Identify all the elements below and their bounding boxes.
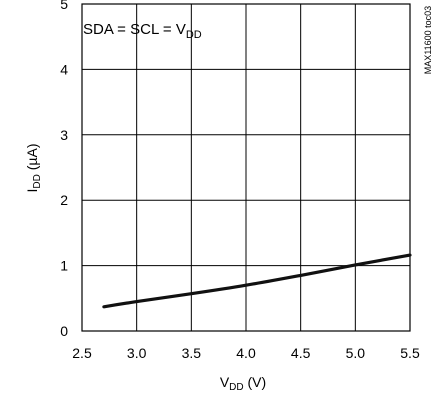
y-tick-label: 5 bbox=[60, 0, 68, 12]
x-tick-label: 4.0 bbox=[236, 345, 256, 361]
x-tick-label: 3.5 bbox=[182, 345, 202, 361]
y-tick-labels: 0 1 2 3 4 5 bbox=[60, 0, 68, 339]
y-axis-title: IDD (µA) bbox=[24, 144, 43, 193]
x-axis-title: VDD (V) bbox=[220, 374, 266, 393]
y-tick-label: 3 bbox=[60, 127, 68, 143]
y-tick-label: 4 bbox=[60, 61, 68, 77]
series-line bbox=[102, 253, 412, 309]
x-tick-label: 4.5 bbox=[291, 345, 311, 361]
y-tick-label: 2 bbox=[60, 192, 68, 208]
condition-annotation: SDA = SCL = VDD bbox=[83, 21, 202, 41]
figure-code: MAX11600 toc03 bbox=[423, 6, 433, 74]
x-tick-label: 5.0 bbox=[346, 345, 366, 361]
y-tick-label: 0 bbox=[60, 323, 68, 339]
x-tick-labels: 2.5 3.0 3.5 4.0 4.5 5.0 5.5 bbox=[72, 345, 420, 361]
plot-frame bbox=[81, 3, 411, 332]
y-tick-label: 1 bbox=[60, 258, 68, 274]
x-tick-label: 2.5 bbox=[72, 345, 92, 361]
x-tick-label: 5.5 bbox=[400, 345, 420, 361]
x-tick-label: 3.0 bbox=[127, 345, 147, 361]
grid-lines bbox=[82, 4, 410, 331]
